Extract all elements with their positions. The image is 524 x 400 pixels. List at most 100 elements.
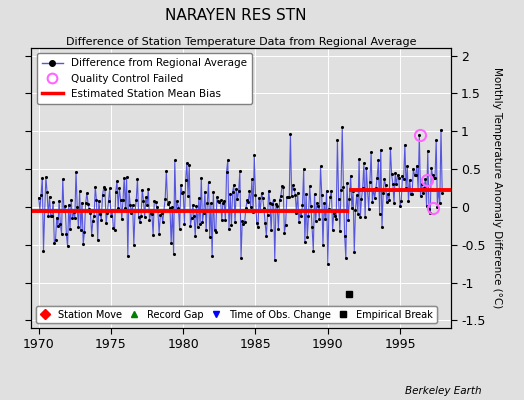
Point	[215, 199, 224, 205]
Point	[365, 206, 373, 212]
Point	[270, 257, 279, 263]
Point	[89, 217, 97, 224]
Point	[201, 188, 209, 195]
Point	[75, 188, 84, 194]
Point	[42, 174, 50, 180]
Point	[378, 224, 386, 230]
Point	[358, 184, 367, 191]
Point	[367, 149, 375, 156]
Point	[356, 214, 365, 220]
Point	[166, 205, 174, 212]
Point	[61, 202, 69, 209]
Point	[160, 207, 168, 213]
Point	[115, 185, 124, 191]
Point	[231, 219, 239, 226]
Point	[395, 175, 403, 182]
Point	[39, 248, 48, 254]
Point	[414, 187, 422, 193]
Point	[151, 199, 160, 205]
Point	[204, 179, 213, 185]
Point	[208, 253, 216, 259]
Point	[198, 218, 206, 225]
Point	[294, 218, 303, 225]
Point	[255, 194, 263, 201]
Point	[433, 204, 442, 210]
Point	[262, 232, 270, 239]
Point	[126, 202, 135, 208]
Point	[103, 210, 112, 216]
Point	[248, 176, 256, 183]
Point	[109, 225, 117, 231]
Point	[81, 200, 90, 206]
Point	[77, 227, 85, 233]
Point	[136, 219, 144, 226]
Point	[344, 217, 353, 224]
Point	[226, 191, 234, 198]
Point	[132, 197, 140, 203]
Point	[43, 189, 51, 196]
Point	[162, 168, 170, 174]
Point	[273, 203, 281, 209]
Point	[113, 178, 121, 184]
Point	[304, 213, 313, 219]
Point	[406, 177, 414, 183]
Point	[284, 194, 292, 200]
Point	[152, 204, 161, 210]
Point	[339, 184, 347, 190]
Point	[291, 191, 299, 198]
Point	[207, 200, 215, 207]
Point	[239, 220, 248, 227]
Point	[56, 221, 64, 227]
Point	[345, 195, 354, 202]
Point	[390, 200, 398, 206]
Point	[129, 241, 138, 248]
Point	[143, 202, 151, 208]
Point	[370, 194, 379, 201]
Point	[221, 217, 230, 224]
Point	[47, 212, 55, 219]
Point	[197, 174, 205, 181]
Point	[125, 188, 133, 194]
Point	[374, 157, 383, 164]
Point	[361, 214, 369, 221]
Point	[104, 198, 113, 204]
Point	[402, 185, 410, 191]
Point	[174, 204, 182, 211]
Point	[137, 213, 145, 220]
Point	[265, 188, 273, 194]
Point	[253, 220, 261, 226]
Point	[155, 230, 163, 237]
Point	[120, 175, 128, 181]
Point	[300, 166, 308, 172]
Point	[385, 196, 394, 203]
Point	[74, 224, 83, 230]
Point	[217, 216, 226, 223]
Point	[100, 184, 108, 191]
Point	[252, 192, 260, 198]
Point	[92, 197, 101, 204]
Point	[181, 177, 190, 184]
Point	[188, 214, 196, 221]
Point	[108, 207, 116, 214]
Point	[309, 248, 318, 254]
Point	[373, 174, 381, 181]
Title: Difference of Station Temperature Data from Regional Average: Difference of Station Temperature Data f…	[66, 37, 416, 47]
Point	[289, 182, 297, 189]
Point	[86, 210, 95, 216]
Point	[380, 176, 389, 182]
Point	[219, 199, 227, 206]
Point	[267, 227, 275, 234]
Point	[322, 188, 331, 194]
Point	[135, 214, 143, 220]
Point	[37, 192, 45, 198]
Point	[307, 202, 315, 209]
Point	[49, 199, 57, 206]
Point	[165, 199, 173, 205]
Point	[410, 172, 419, 178]
Point	[216, 197, 225, 204]
Point	[330, 210, 338, 216]
Point	[258, 195, 267, 201]
Point	[202, 227, 210, 234]
Point	[421, 176, 430, 182]
Point	[386, 145, 395, 151]
